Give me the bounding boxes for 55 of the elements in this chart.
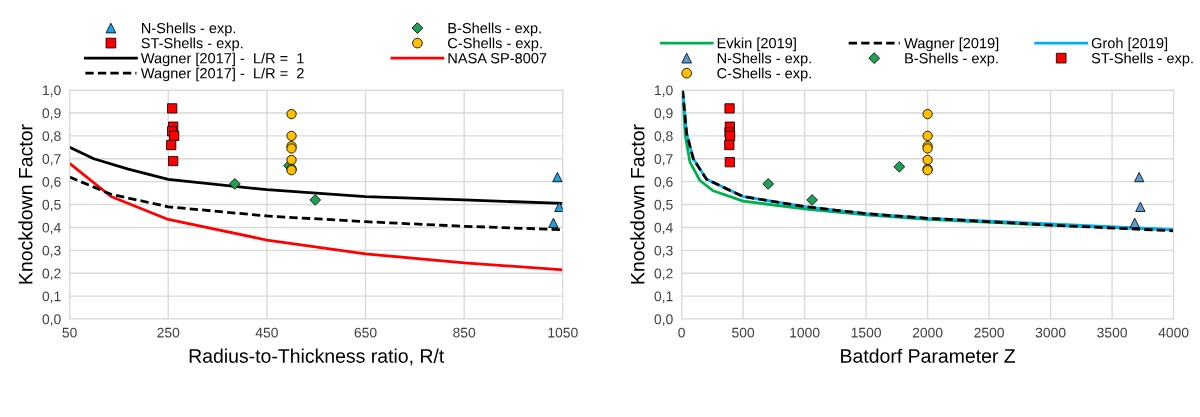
y-tick-label: 0,4 — [654, 222, 673, 235]
y-tick-label: 0,8 — [42, 131, 61, 143]
y-tick-label: 0,7 — [42, 154, 61, 166]
x-tick-label: 3500 — [1097, 327, 1128, 338]
y-tick-label: 0,3 — [654, 245, 673, 258]
x-tick-label: 3000 — [1035, 327, 1066, 338]
y-axis-title: Knockdown Factor — [630, 124, 645, 284]
x-tick-label: 1500 — [851, 327, 882, 338]
legend-label: N-Shells - exp. — [141, 22, 236, 37]
y-tick-label: 0,2 — [42, 268, 61, 281]
x-tick-label: 50 — [62, 327, 77, 338]
y-tick-label: 0,9 — [654, 108, 673, 120]
y-tick-label: 0,8 — [654, 131, 673, 143]
y-tick-label: 0,2 — [654, 268, 673, 281]
legend-label: Wagner [2019] — [904, 37, 999, 52]
x-tick-label: 4000 — [1158, 327, 1189, 338]
y-tick-label: 0,1 — [42, 291, 61, 303]
x-tick-label: 0 — [678, 327, 685, 338]
y-tick-label: 0,3 — [42, 245, 61, 258]
y-tick-label: 0,1 — [654, 291, 673, 303]
legend-label: C-Shells - exp. — [717, 67, 811, 82]
legend-label: NASA SP-8007 — [448, 53, 547, 64]
legend-label: Wagner [2017] - L/R = 2 — [140, 67, 304, 82]
legend-label: N-Shells - exp. — [717, 52, 811, 67]
x-tick-label: 500 — [732, 327, 755, 338]
x-tick-label: 850 — [453, 327, 476, 338]
x-tick-label: 1050 — [548, 327, 578, 338]
x-tick-label: 650 — [354, 327, 377, 338]
y-tick-label: 0,6 — [42, 176, 61, 189]
y-tick-label: 0,7 — [654, 154, 673, 166]
y-tick-label: 1,0 — [43, 85, 61, 97]
legend-label: ST-Shells - exp. — [141, 37, 243, 52]
x-tick-label: 2500 — [974, 327, 1005, 338]
y-tick-label: 1,0 — [655, 85, 673, 97]
x-tick-label: 250 — [157, 327, 180, 338]
y-tick-label: 0,5 — [42, 199, 61, 212]
y-tick-label: 0,4 — [42, 222, 61, 235]
legend-label: C-Shells - exp. — [448, 37, 542, 52]
y-tick-label: 0,0 — [42, 314, 61, 326]
y-tick-label: 0,9 — [42, 108, 61, 120]
x-tick-label: 450 — [255, 327, 278, 338]
y-tick-label: 0,5 — [654, 199, 673, 212]
legend-label: B-Shells - exp. — [448, 22, 541, 37]
legend-label: B-Shells - exp. — [905, 52, 998, 67]
legend-label: ST-Shells - exp. — [1091, 52, 1193, 67]
y-axis-title: Knockdown Factor — [18, 124, 33, 284]
x-tick-label: 1000 — [790, 327, 820, 338]
x-axis-title: Radius-to-Thickness ratio, R/t — [189, 348, 445, 366]
legend-label: Groh [2019] — [1091, 37, 1168, 52]
y-tick-label: 0,0 — [654, 314, 673, 326]
legend-label: Evkin [2019] — [717, 37, 796, 52]
x-axis-title: Batdorf Parameter Z — [841, 348, 1016, 363]
y-tick-label: 0,6 — [654, 176, 673, 189]
legend-label: Wagner [2017] - L/R = 1 — [140, 52, 304, 67]
x-tick-label: 2000 — [912, 327, 943, 338]
